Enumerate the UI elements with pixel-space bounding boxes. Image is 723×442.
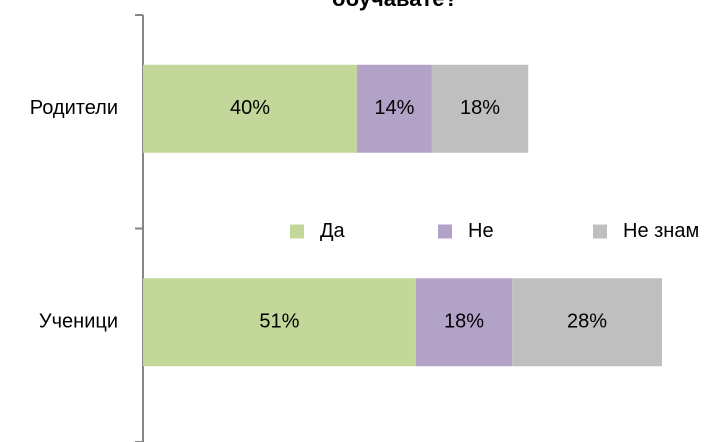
bar-segment [357, 64, 432, 153]
data-label: 40% [230, 97, 270, 119]
y-tick-label: Ученици [39, 311, 118, 333]
data-label: 14% [374, 97, 414, 119]
bar-segment [143, 278, 416, 367]
legend-label: Не [468, 220, 494, 242]
data-label: 28% [567, 311, 607, 333]
legend-label: Не знам [623, 220, 699, 242]
legend-swatch [438, 224, 452, 239]
bar-segment [143, 64, 357, 153]
y-tick-label: Родители [30, 97, 118, 119]
legend-swatch [593, 224, 607, 239]
data-label: 51% [259, 311, 299, 333]
data-label: 18% [460, 97, 500, 119]
chart-title: обучавате? [332, 0, 458, 11]
legend-label: Да [320, 220, 346, 242]
legend-swatch [290, 224, 304, 239]
bar-segment [415, 278, 513, 367]
bar-segment [512, 278, 662, 367]
bar-segment [431, 64, 529, 153]
data-label: 18% [444, 311, 484, 333]
